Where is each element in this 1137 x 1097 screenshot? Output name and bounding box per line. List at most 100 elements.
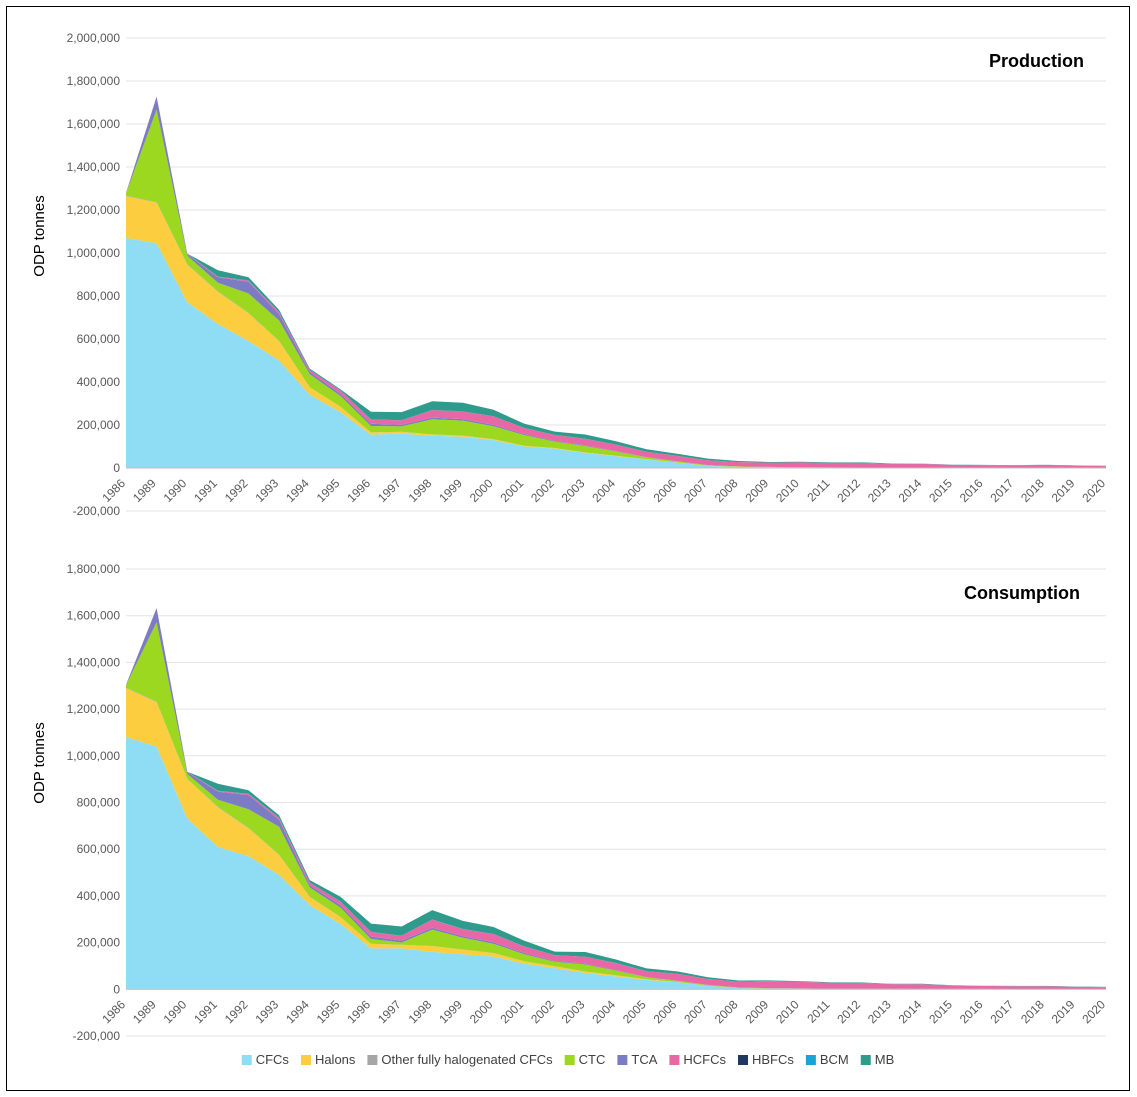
production-x-tick-label: 2020: [1079, 476, 1108, 505]
production-x-tick-label: 2005: [620, 476, 649, 505]
legend-swatch-mb: [860, 1055, 871, 1065]
consumption-x-tick-label: 2000: [467, 997, 496, 1026]
consumption-y-tick-label: 1,600,000: [67, 609, 121, 623]
production-x-tick-label: 1998: [406, 476, 435, 505]
legend-swatch-hbfcs: [737, 1055, 748, 1065]
production-x-tick-label: 2003: [559, 476, 588, 505]
consumption-x-tick-label: 1986: [99, 997, 128, 1026]
production-x-tick-label: 1997: [375, 476, 404, 505]
production-x-tick-label: 1993: [252, 476, 281, 505]
consumption-x-tick-label: 2020: [1079, 997, 1108, 1026]
production-y-tick-label: -200,000: [73, 504, 121, 518]
consumption-x-tick-label: 1996: [344, 997, 373, 1026]
consumption-x-tick-label: 2013: [865, 997, 894, 1026]
consumption-x-tick-label: 1995: [314, 997, 343, 1026]
production-x-tick-label: 1995: [314, 476, 343, 505]
production-x-tick-label: 1991: [191, 476, 220, 505]
legend-label-mb: MB: [875, 1052, 895, 1067]
consumption-x-tick-label: 2014: [896, 997, 925, 1026]
consumption-y-tick-label: 600,000: [77, 842, 121, 856]
consumption-x-tick-label: 2011: [804, 997, 832, 1025]
legend-label-other-fully-halogenated-cfcs: Other fully halogenated CFCs: [381, 1052, 553, 1067]
production-x-tick-label: 2006: [651, 476, 680, 505]
consumption-title: Consumption: [964, 583, 1080, 603]
production-x-tick-label: 2010: [773, 476, 802, 505]
legend-label-ctc: CTC: [579, 1052, 606, 1067]
consumption-x-tick-label: 1992: [222, 997, 251, 1026]
production-x-tick-label: 2004: [589, 476, 618, 505]
legend-label-hbfcs: HBFCs: [752, 1052, 794, 1067]
consumption-x-tick-label: 2015: [926, 997, 955, 1026]
consumption-panel: Consumption ODP tonnes -200,000 0 200,000 4…: [31, 562, 1108, 1043]
consumption-y-tick-label: 0: [113, 982, 120, 996]
legend-label-cfcs: CFCs: [256, 1052, 290, 1067]
consumption-x-tick-label: 1993: [252, 997, 281, 1026]
legend-swatch-other-fully-halogenated-cfcs: [367, 1055, 378, 1065]
production-x-tick-label: 2013: [865, 476, 894, 505]
production-x-tick-label: 2019: [1049, 476, 1078, 505]
production-title: Production: [989, 51, 1084, 71]
production-x-tick-label: 1990: [161, 476, 190, 505]
consumption-y-tick-label: 1,800,000: [67, 562, 121, 576]
consumption-x-tick-label: 1991: [191, 997, 220, 1026]
consumption-y-tick-label: 400,000: [77, 889, 121, 903]
production-y-tick-label: 200,000: [77, 418, 121, 432]
production-x-tick-label: 2018: [1018, 476, 1047, 505]
legend-label-bcm: BCM: [820, 1052, 849, 1067]
consumption-x-tick-label: 1989: [130, 997, 159, 1026]
production-x-tick-label: 2016: [957, 476, 986, 505]
production-x-tick-label: 1996: [344, 476, 373, 505]
consumption-x-tick-label: 2019: [1049, 997, 1078, 1026]
production-x-tick-label: 1999: [436, 476, 465, 505]
production-y-tick-label: 800,000: [77, 289, 121, 303]
consumption-y-tick-label: 1,400,000: [67, 655, 121, 669]
production-x-tick-label: 2007: [681, 476, 710, 505]
production-x-tick-label: 2000: [467, 476, 496, 505]
production-x-tick-label: 2017: [987, 476, 1016, 505]
production-x-tick-label: 2012: [834, 476, 863, 505]
production-y-axis-title: ODP tonnes: [31, 195, 48, 276]
legend-swatch-ctc: [564, 1055, 575, 1065]
production-x-tick-label: 2011: [804, 476, 832, 504]
figure-frame: [6, 6, 1130, 1091]
legend-swatch-cfcs: [241, 1055, 252, 1065]
consumption-x-tick-label: 1994: [283, 997, 312, 1026]
consumption-x-tick-label: 2001: [497, 997, 526, 1026]
production-y-tick-label: 1,800,000: [67, 74, 121, 88]
consumption-x-tick-label: 2016: [957, 997, 986, 1026]
consumption-y-tick-label: 1,200,000: [67, 702, 121, 716]
production-x-tick-label: 2008: [712, 476, 741, 505]
consumption-x-tick-label: 2012: [834, 997, 863, 1026]
consumption-area-cfcs: [126, 737, 1106, 990]
legend-label-tca: TCA: [631, 1052, 657, 1067]
legend-swatch-bcm: [805, 1055, 816, 1065]
production-x-tick-label: 2014: [896, 476, 925, 505]
consumption-y-tick-label: -200,000: [73, 1029, 121, 1043]
consumption-x-tick-label: 2009: [742, 997, 771, 1026]
legend-swatch-tca: [617, 1055, 628, 1065]
consumption-x-tick-label: 2008: [712, 997, 741, 1026]
consumption-y-tick-label: 1,000,000: [67, 749, 121, 763]
production-y-tick-label: 1,600,000: [67, 117, 121, 131]
production-x-tick-label: 2015: [926, 476, 955, 505]
production-y-tick-label: 1,000,000: [67, 246, 121, 260]
production-x-tick-label: 1992: [222, 476, 251, 505]
production-y-tick-label: 600,000: [77, 332, 121, 346]
consumption-x-tick-label: 2010: [773, 997, 802, 1026]
production-panel: Production ODP tonnes -200,000 0 200,000 40…: [31, 31, 1108, 518]
consumption-x-tick-label: 1998: [406, 997, 435, 1026]
production-x-tick-label: 1986: [99, 476, 128, 505]
production-y-tick-label: 2,000,000: [67, 31, 121, 45]
legend-label-halons: Halons: [315, 1052, 356, 1067]
consumption-x-tick-label: 2007: [681, 997, 710, 1026]
consumption-y-axis-title: ODP tonnes: [31, 722, 48, 803]
consumption-x-tick-label: 2003: [559, 997, 588, 1026]
consumption-x-tick-label: 2004: [589, 997, 618, 1026]
consumption-x-tick-label: 2018: [1018, 997, 1047, 1026]
production-x-tick-label: 2002: [528, 476, 557, 505]
legend-label-hcfcs: HCFCs: [683, 1052, 726, 1067]
production-x-tick-label: 2009: [742, 476, 771, 505]
consumption-x-tick-label: 2017: [987, 997, 1016, 1026]
consumption-y-tick-label: 200,000: [77, 936, 121, 950]
